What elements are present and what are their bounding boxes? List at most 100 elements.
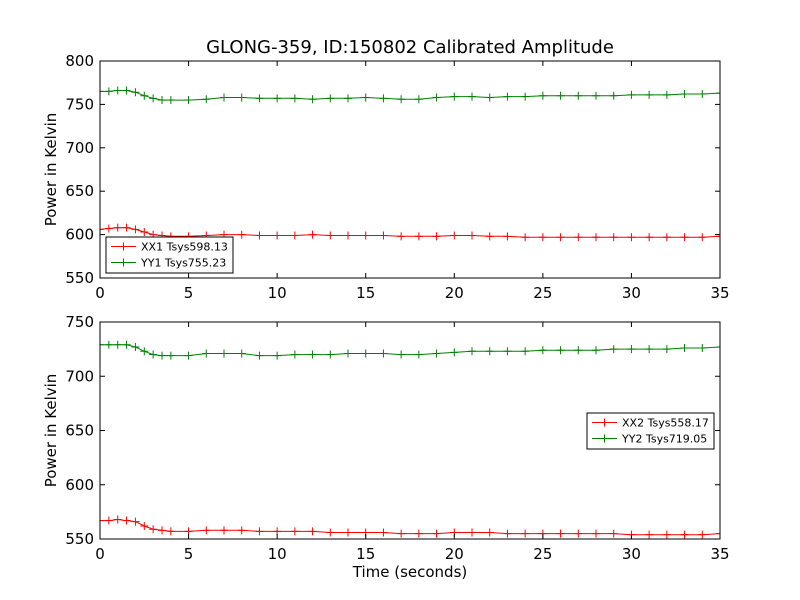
top-series-1-point bbox=[680, 233, 689, 242]
top-series-2-point bbox=[680, 89, 689, 98]
bottom-series-line-1 bbox=[100, 518, 720, 536]
bottom-legend-box bbox=[586, 412, 715, 450]
bottom-series-1-point bbox=[503, 529, 512, 538]
top-series-1-point bbox=[574, 233, 583, 242]
bottom-x-tick-label: 0 bbox=[95, 545, 105, 563]
bottom-series-1-point bbox=[521, 529, 530, 538]
top-series-line-2 bbox=[100, 90, 720, 101]
bottom-legend-marker-1 bbox=[600, 418, 609, 427]
top-series-2 bbox=[100, 86, 720, 105]
bottom-series-2-point bbox=[100, 340, 104, 349]
top-series-1-point bbox=[122, 223, 131, 232]
bottom-series-1-point bbox=[379, 528, 388, 537]
bottom-series-2-point bbox=[468, 347, 476, 356]
top-series-2-point bbox=[140, 91, 149, 100]
top-x-tick-label: 20 bbox=[445, 284, 464, 302]
bottom-series-2-point bbox=[273, 351, 282, 360]
bottom-series-1-point bbox=[122, 516, 131, 525]
top-x-tick-label: 5 bbox=[184, 284, 194, 302]
top-series-1-point bbox=[104, 224, 113, 233]
top-series-2-point bbox=[202, 95, 211, 104]
bottom-series-2-point bbox=[202, 349, 211, 358]
bottom-series-1-point bbox=[140, 521, 149, 530]
bottom-series-2-point bbox=[698, 344, 707, 353]
top-series-2-point bbox=[379, 94, 388, 103]
bottom-series-2-point bbox=[379, 349, 388, 358]
bottom-series-2-point bbox=[432, 349, 441, 358]
top-series-2-point bbox=[184, 96, 193, 105]
bottom-series-1-point bbox=[131, 517, 140, 526]
top-x-tick-label: 15 bbox=[356, 284, 375, 302]
top-series-1-point bbox=[468, 231, 476, 240]
top-series-2-point bbox=[450, 92, 459, 101]
top-series-2-point bbox=[220, 93, 228, 102]
top-series-2-point bbox=[361, 93, 370, 102]
top-series-2-point bbox=[662, 90, 671, 99]
top-y-tick-label: 600 bbox=[65, 226, 94, 244]
top-legend-label-1: XX1 Tsys598.13 bbox=[141, 241, 228, 254]
top-series-1-point bbox=[131, 225, 140, 234]
bottom-series-2-point bbox=[220, 349, 228, 358]
bottom-series-2-point bbox=[290, 350, 299, 359]
top-series-2-point bbox=[122, 86, 131, 95]
top-y-tick-label: 550 bbox=[65, 269, 94, 287]
bottom-series-1-point bbox=[556, 529, 565, 538]
top-series-2-point bbox=[166, 96, 175, 105]
top-series-2-point bbox=[556, 91, 565, 100]
bottom-series-2-point bbox=[149, 350, 158, 359]
top-series-1-point bbox=[326, 231, 335, 240]
top-series-1-point bbox=[344, 231, 352, 240]
bottom-series-1-point bbox=[326, 528, 335, 537]
top-series-2-point bbox=[432, 93, 441, 102]
top-series-2-point bbox=[538, 91, 547, 100]
top-series-1-point bbox=[538, 233, 547, 242]
top-series-2-point bbox=[627, 90, 636, 99]
top-x-tick-label: 30 bbox=[622, 284, 641, 302]
bottom-x-tick-label: 25 bbox=[533, 545, 552, 563]
bottom-legend-label-2: YY2 Tsys719.05 bbox=[621, 433, 707, 446]
top-series-2-point bbox=[326, 94, 335, 103]
bottom-series-1-point bbox=[149, 525, 158, 534]
top-series-1-point bbox=[521, 233, 530, 242]
top-series-2-point bbox=[131, 88, 140, 97]
top-series-2-point bbox=[716, 89, 720, 98]
bottom-series-1-point bbox=[609, 529, 618, 538]
top-series-1-point bbox=[113, 223, 122, 232]
bottom-series-1-point bbox=[680, 530, 689, 539]
top-x-tick-label: 35 bbox=[710, 284, 729, 302]
bottom-x-tick-label: 20 bbox=[445, 545, 464, 563]
top-series-1-point bbox=[361, 231, 370, 240]
bottom-y-tick-label: 600 bbox=[65, 476, 94, 494]
bottom-series-2-point bbox=[414, 350, 423, 359]
bottom-series-2-point bbox=[680, 344, 689, 353]
bottom-series-1-point bbox=[100, 516, 104, 525]
top-series-1-point bbox=[503, 232, 512, 241]
bottom-x-tick-label: 30 bbox=[622, 545, 641, 563]
bottom-legend: XX2 Tsys558.17 YY2 Tsys719.05 bbox=[586, 412, 715, 450]
top-series-1-point bbox=[662, 233, 671, 242]
top-y-tick-label: 700 bbox=[65, 139, 94, 157]
top-x-tick-label: 0 bbox=[95, 284, 105, 302]
bottom-series-2-point bbox=[521, 347, 530, 356]
bottom-x-tick-label: 5 bbox=[184, 545, 194, 563]
bottom-series-2-point bbox=[538, 346, 547, 355]
top-series-2-point bbox=[574, 91, 583, 100]
top-series-2-point bbox=[414, 95, 423, 104]
bottom-series-1-point bbox=[485, 528, 494, 537]
top-legend: XX1 Tsys598.13 YY1 Tsys755.23 bbox=[105, 236, 234, 274]
bottom-series-1-point bbox=[662, 530, 671, 539]
top-series-2-point bbox=[290, 94, 299, 103]
bottom-series-1-point bbox=[166, 527, 175, 536]
top-series-2-point bbox=[698, 89, 707, 98]
bottom-series-2-point bbox=[556, 346, 565, 355]
top-series-2-point bbox=[503, 92, 512, 101]
top-series-1-point bbox=[379, 231, 388, 240]
top-series-1-point bbox=[290, 231, 299, 240]
top-series-1-point bbox=[485, 232, 494, 241]
top-series-1-point bbox=[698, 233, 707, 242]
top-series-2-point bbox=[158, 96, 166, 105]
top-series-1-point bbox=[140, 227, 149, 236]
top-series-1-point bbox=[308, 230, 317, 239]
bottom-series-1-point bbox=[414, 529, 423, 538]
bottom-series-1-point bbox=[220, 526, 228, 535]
